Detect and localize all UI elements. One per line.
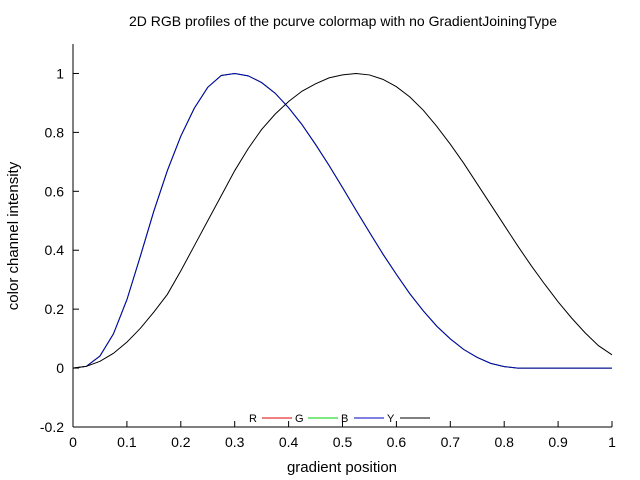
x-tick-label: 0.8 [494,434,514,450]
y-axis-label: color channel intensity [5,161,22,310]
x-tick-label: 0.5 [333,434,353,450]
x-tick-label: 0.4 [279,434,299,450]
x-axis-label: gradient position [287,459,397,476]
x-tick-label: 0.3 [225,434,245,450]
x-tick-label: 0.1 [117,434,137,450]
x-ticks: 0 0.1 0.2 0.3 0.4 0.5 0.6 0.7 0.8 0.9 1 [69,421,616,450]
y-tick-label: -0.2 [40,419,64,435]
chart-title: 2D RGB profiles of the pcurve colormap w… [129,13,557,29]
series-line-b [72,72,612,369]
series-line-y [72,72,613,369]
legend-label-r: R [249,413,257,425]
y-tick-label: 0.2 [45,301,65,317]
series-line-g [72,72,612,369]
y-tick-label: 0.6 [45,183,65,199]
x-tick-label: 0.7 [441,434,461,450]
y-tick-label: 1 [56,65,64,81]
y-ticks: -0.2 0 0.2 0.4 0.6 0.8 1 [40,65,79,435]
x-tick-label: 0.9 [548,434,568,450]
y-tick-label: 0 [56,360,64,376]
legend-label-y: Y [387,413,395,425]
y-tick-label: 0.4 [45,242,65,258]
plot-area [72,72,613,369]
x-tick-label: 0 [69,434,77,450]
y-tick-label: 0.8 [45,124,65,140]
series-line-r [72,72,612,369]
x-tick-label: 0.6 [387,434,407,450]
legend-label-b: B [341,413,348,425]
legend-label-g: G [295,413,304,425]
x-tick-label: 1 [608,434,616,450]
x-tick-label: 0.2 [171,434,191,450]
